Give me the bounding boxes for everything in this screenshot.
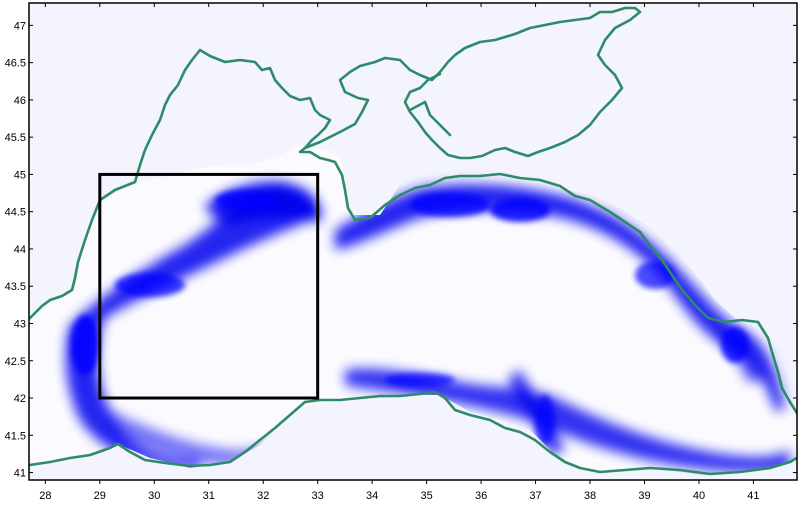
y-tick-label: 42 xyxy=(14,393,26,405)
y-tick-label: 43.5 xyxy=(5,281,26,293)
y-tick-label: 41.5 xyxy=(5,430,26,442)
y-tick-label: 47 xyxy=(14,20,26,32)
y-axis: 47 46.5 46 45.5 45 44.5 44 43.5 43 42.5 42 41.5 41 xyxy=(5,20,797,480)
x-tick-label: 40 xyxy=(693,490,705,502)
y-tick-label: 44 xyxy=(14,244,26,256)
y-tick-label: 45 xyxy=(14,169,26,181)
x-tick-label: 30 xyxy=(148,490,160,502)
x-tick-label: 28 xyxy=(39,490,51,502)
x-axis: 28 29 30 31 32 33 34 35 36 37 38 39 40 41 xyxy=(39,3,760,502)
x-tick-label: 36 xyxy=(475,490,487,502)
coastline xyxy=(29,6,797,476)
x-tick-label: 31 xyxy=(203,490,215,502)
x-tick-label: 37 xyxy=(529,490,541,502)
y-tick-label: 46 xyxy=(14,95,26,107)
land-north xyxy=(29,3,797,330)
plot-frame xyxy=(28,2,798,481)
land-south xyxy=(29,395,797,480)
y-tick-label: 42.5 xyxy=(5,356,26,368)
x-tick-label: 41 xyxy=(747,490,759,502)
x-tick-label: 33 xyxy=(312,490,324,502)
x-tick-label: 32 xyxy=(257,490,269,502)
density-field-detail xyxy=(71,190,749,445)
x-tick-label: 39 xyxy=(638,490,650,502)
study-area-box xyxy=(98,172,320,400)
y-tick-label: 46.5 xyxy=(5,58,26,70)
y-tick-label: 43 xyxy=(14,318,26,330)
x-tick-label: 38 xyxy=(584,490,596,502)
y-tick-label: 44.5 xyxy=(5,207,26,219)
x-tick-label: 35 xyxy=(420,490,432,502)
y-tick-label: 45.5 xyxy=(5,132,26,144)
x-tick-label: 34 xyxy=(366,490,378,502)
x-tick-label: 29 xyxy=(94,490,106,502)
y-tick-label: 41 xyxy=(14,468,26,480)
